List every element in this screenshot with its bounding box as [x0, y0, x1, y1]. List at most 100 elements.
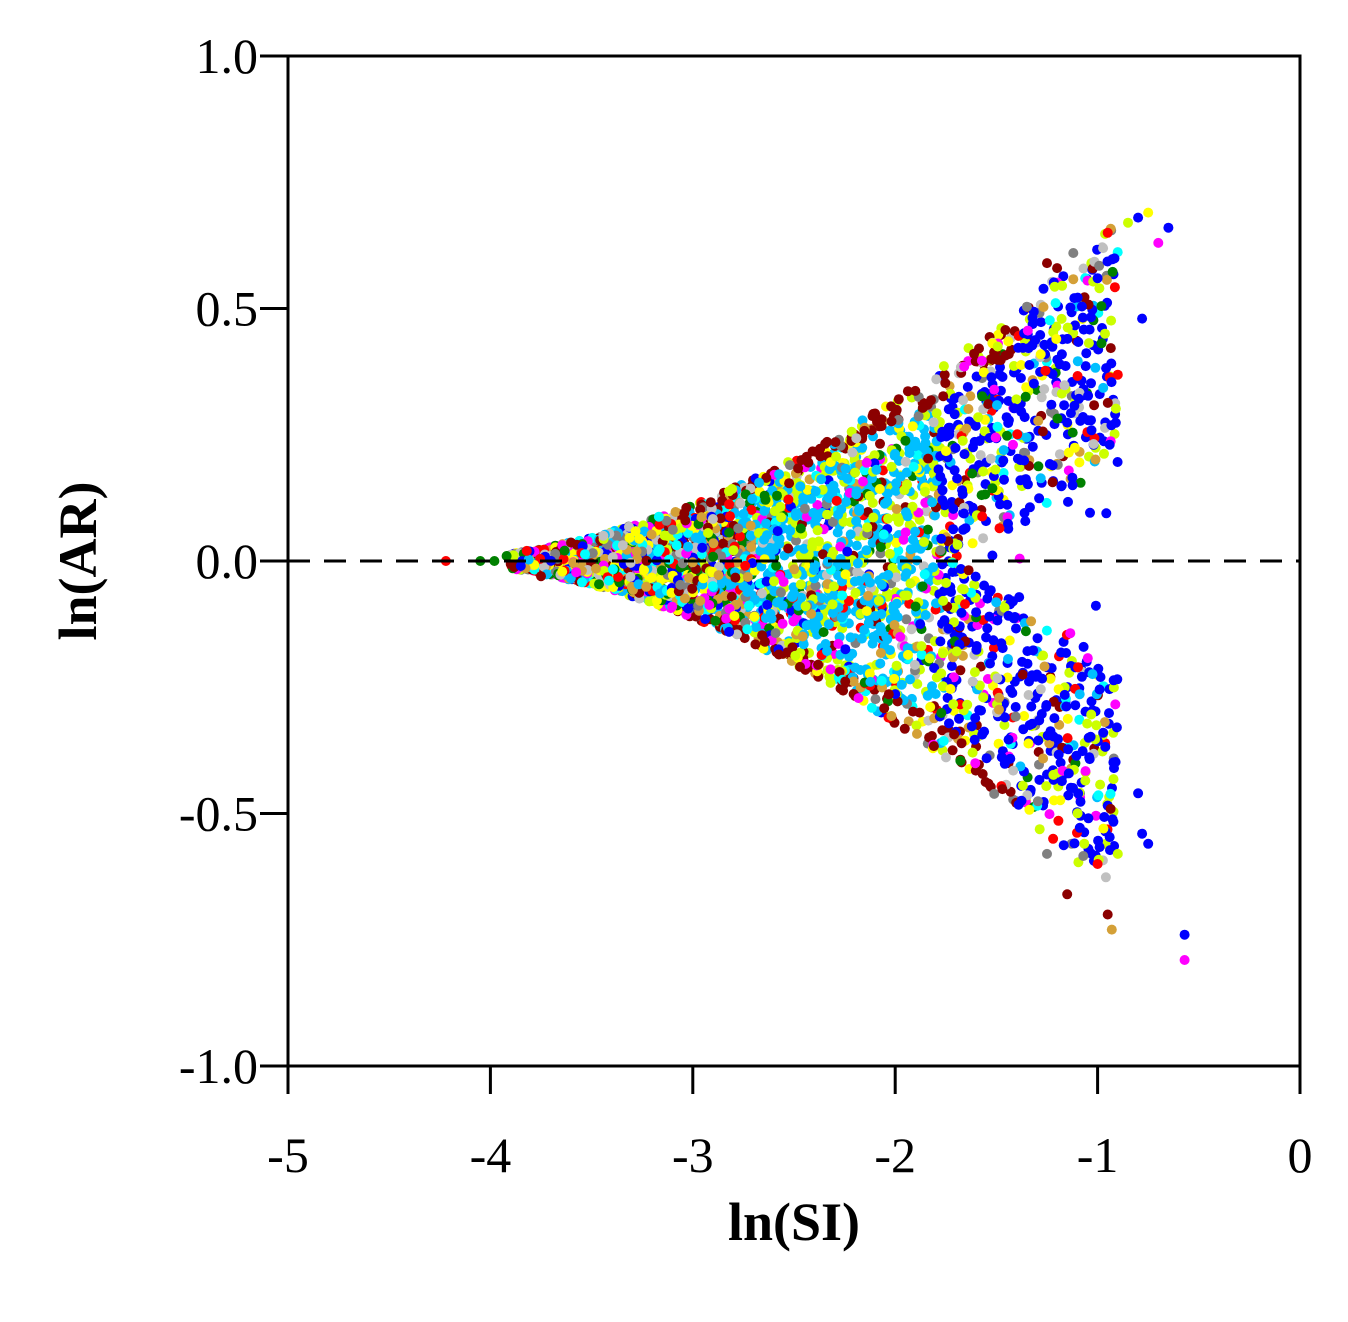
data-point	[1024, 502, 1035, 513]
data-point	[742, 587, 753, 597]
data-point	[865, 577, 875, 588]
data-point	[1049, 713, 1060, 724]
data-point	[683, 603, 694, 614]
data-point	[1026, 701, 1037, 712]
data-point	[1067, 472, 1078, 483]
data-point	[1032, 796, 1043, 807]
data-point	[1017, 669, 1028, 680]
data-point	[928, 741, 939, 752]
data-point	[773, 649, 784, 660]
data-point	[1086, 709, 1097, 720]
data-point	[795, 661, 805, 672]
data-point	[941, 446, 951, 457]
data-point	[713, 570, 724, 581]
data-point	[994, 523, 1005, 534]
data-point	[1075, 477, 1086, 488]
data-point	[926, 395, 936, 406]
data-point	[978, 692, 989, 703]
y-axis: 1.0 0.5 0.0 -0.5 -1.0	[179, 28, 288, 1094]
data-point	[577, 577, 587, 588]
data-point	[903, 716, 914, 727]
data-point	[938, 391, 949, 402]
data-point	[831, 495, 842, 506]
data-point	[777, 600, 788, 611]
data-point	[967, 468, 978, 479]
data-point	[875, 648, 886, 658]
data-point	[901, 568, 912, 579]
data-point	[961, 423, 972, 434]
data-point	[1073, 662, 1083, 673]
data-point	[703, 528, 713, 538]
data-point	[883, 569, 894, 580]
data-point	[960, 523, 971, 534]
data-point	[721, 613, 732, 624]
data-point	[941, 431, 952, 442]
data-point	[976, 490, 987, 501]
data-point	[1073, 393, 1084, 404]
data-point	[962, 382, 973, 392]
data-point	[1111, 722, 1122, 733]
data-point	[973, 412, 984, 423]
data-point	[1036, 392, 1047, 403]
data-point	[1109, 282, 1120, 293]
data-points	[440, 207, 1190, 965]
data-point	[1059, 689, 1070, 700]
data-point	[769, 576, 779, 587]
data-point	[977, 511, 988, 522]
data-point	[937, 485, 948, 496]
data-point	[967, 676, 978, 687]
x-tick-label: -1	[1077, 1127, 1119, 1183]
data-point	[1083, 390, 1094, 401]
data-point	[1143, 207, 1154, 218]
data-point	[984, 611, 995, 622]
data-point	[728, 545, 739, 556]
data-point	[1017, 780, 1028, 791]
data-point	[882, 488, 893, 499]
data-point	[883, 513, 894, 524]
data-point	[1108, 682, 1119, 693]
data-point	[970, 713, 981, 723]
data-point	[1055, 795, 1066, 806]
data-point	[869, 450, 880, 461]
data-point	[1017, 342, 1028, 353]
data-point	[725, 511, 735, 522]
data-point	[947, 567, 958, 577]
data-point	[910, 601, 921, 612]
data-point	[775, 501, 786, 512]
data-point	[842, 473, 853, 484]
data-point	[919, 537, 929, 547]
data-point	[705, 497, 716, 508]
data-point	[772, 526, 783, 537]
data-point	[1038, 753, 1049, 764]
data-point	[927, 497, 938, 508]
data-point	[809, 565, 819, 575]
data-point	[1011, 623, 1021, 634]
data-point	[1007, 688, 1018, 698]
data-point	[818, 627, 829, 638]
data-point	[867, 537, 878, 548]
data-point	[1033, 461, 1044, 472]
data-point	[913, 411, 924, 422]
data-point	[671, 540, 682, 551]
data-point	[915, 619, 926, 630]
data-point	[870, 694, 881, 705]
data-point	[868, 512, 879, 523]
data-point	[715, 513, 726, 524]
data-point	[899, 723, 910, 734]
data-point	[802, 484, 813, 495]
data-point	[735, 531, 745, 542]
data-point	[1039, 661, 1050, 672]
data-point	[1077, 312, 1088, 323]
data-point	[842, 546, 853, 557]
data-point	[1112, 457, 1123, 467]
data-point	[1019, 412, 1030, 423]
data-point	[1059, 380, 1070, 391]
data-point	[799, 503, 810, 514]
data-point	[515, 561, 526, 571]
data-point	[1038, 283, 1049, 294]
data-point	[876, 675, 887, 686]
data-point	[594, 579, 604, 590]
data-point	[949, 617, 959, 628]
data-point	[1035, 684, 1046, 695]
data-point	[1005, 753, 1016, 764]
